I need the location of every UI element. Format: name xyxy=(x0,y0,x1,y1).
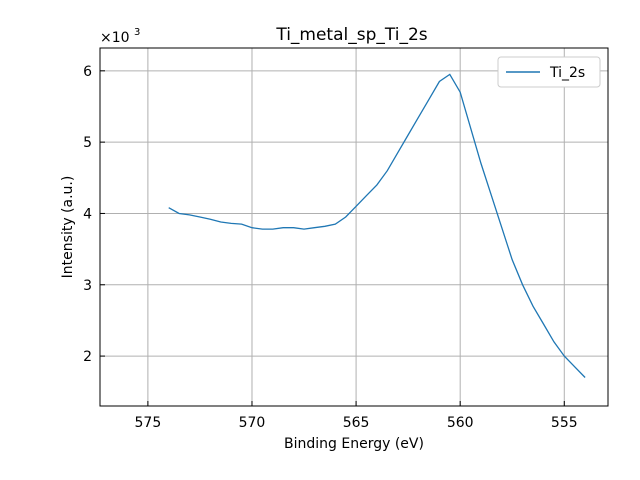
x-tick-label: 560 xyxy=(447,415,474,431)
x-tick-label: 555 xyxy=(551,415,578,431)
plot-frame xyxy=(99,47,609,407)
line-layer xyxy=(168,73,586,378)
x-axis-label: Binding Energy (eV) xyxy=(284,436,424,452)
y-multiplier-base: ×10 xyxy=(100,30,130,46)
legend: Ti_2s xyxy=(497,56,601,88)
y-tick-label: 3 xyxy=(83,278,92,294)
series-line-Ti_2s xyxy=(168,73,586,378)
y-tick-label: 4 xyxy=(83,206,92,222)
legend-box xyxy=(497,56,601,88)
y-tick-label: 6 xyxy=(83,64,92,80)
y-ticks: 2 3 4 5 6 xyxy=(83,64,105,365)
y-tick-label: 2 xyxy=(83,349,92,365)
x-tick-label: 570 xyxy=(239,415,266,431)
legend-label: Ti_2s xyxy=(549,65,585,81)
y-multiplier-exponent: 3 xyxy=(134,27,140,38)
x-tick-label: 575 xyxy=(135,415,162,431)
y-axis-label: Intensity (a.u.) xyxy=(60,176,76,279)
chart-title: Ti_metal_sp_Ti_2s xyxy=(275,25,427,45)
x-tick-label: 565 xyxy=(343,415,370,431)
y-multiplier: ×10 3 xyxy=(100,27,140,46)
y-tick-label: 5 xyxy=(83,135,92,151)
x-ticks: 575 570 565 560 555 xyxy=(135,401,578,431)
grid xyxy=(100,48,608,406)
